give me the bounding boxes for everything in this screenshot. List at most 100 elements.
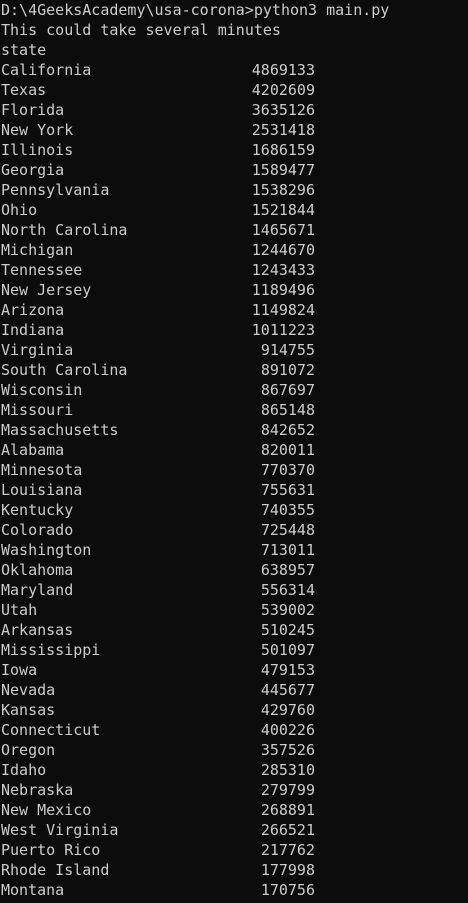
table-row: California 4869133	[0, 60, 468, 80]
case-count: 217762	[260, 841, 315, 859]
state-name: Rhode Island	[1, 861, 110, 879]
table-row: Virginia 914755	[0, 340, 468, 360]
state-name: Mississippi	[1, 641, 101, 659]
table-row: Nevada 445677	[0, 680, 468, 700]
case-count: 479153	[260, 661, 315, 679]
case-count: 914755	[260, 341, 315, 359]
table-row: Washington 713011	[0, 540, 468, 560]
case-count: 740355	[260, 501, 315, 519]
state-name: Minnesota	[1, 461, 83, 479]
state-name: Louisiana	[1, 481, 83, 499]
table-row: West Virginia 266521	[0, 820, 468, 840]
state-name: Kentucky	[1, 501, 74, 519]
case-count: 4869133	[251, 61, 315, 79]
state-name: Alabama	[1, 441, 65, 459]
state-name: Idaho	[1, 761, 47, 779]
state-name: Washington	[1, 541, 92, 559]
table-row: Arkansas 510245	[0, 620, 468, 640]
table-row: Kentucky 740355	[0, 500, 468, 520]
case-count: 725448	[260, 521, 315, 539]
case-count: 400226	[260, 721, 315, 739]
state-name: Missouri	[1, 401, 74, 419]
table-row: Montana 170756	[0, 880, 468, 900]
column-header: state	[1, 41, 47, 59]
table-row: Puerto Rico 217762	[0, 840, 468, 860]
state-name: Colorado	[1, 521, 74, 539]
case-count: 1243433	[251, 261, 315, 279]
table-row: Texas 4202609	[0, 80, 468, 100]
table-row: Tennessee 1243433	[0, 260, 468, 280]
case-count: 867697	[260, 381, 315, 399]
state-name: North Carolina	[1, 221, 128, 239]
case-count: 357526	[260, 741, 315, 759]
table-row: New York 2531418	[0, 120, 468, 140]
case-count: 4202609	[251, 81, 315, 99]
table-row: Indiana 1011223	[0, 320, 468, 340]
table-row: Louisiana 755631	[0, 480, 468, 500]
table-row: Connecticut 400226	[0, 720, 468, 740]
state-name: South Carolina	[1, 361, 128, 379]
table-row: Michigan 1244670	[0, 240, 468, 260]
state-name: Oregon	[1, 741, 56, 759]
state-name: Nebraska	[1, 781, 74, 799]
case-count: 770370	[260, 461, 315, 479]
table-row: Oregon 357526	[0, 740, 468, 760]
case-count: 1011223	[251, 321, 315, 339]
case-count: 2531418	[251, 121, 315, 139]
table-row: South Carolina 891072	[0, 360, 468, 380]
state-name: Illinois	[1, 141, 74, 159]
table-row: Georgia 1589477	[0, 160, 468, 180]
case-count: 820011	[260, 441, 315, 459]
state-name: New Jersey	[1, 281, 92, 299]
table-row: Pennsylvania 1538296	[0, 180, 468, 200]
command-line: D:\4GeeksAcademy\usa-corona>python3 main…	[1, 1, 390, 19]
state-name: Massachusetts	[1, 421, 119, 439]
case-count: 177998	[260, 861, 315, 879]
state-name: California	[1, 61, 92, 79]
state-name: Pennsylvania	[1, 181, 110, 199]
state-name: Indiana	[1, 321, 65, 339]
table-row: Ohio 1521844	[0, 200, 468, 220]
state-name: Utah	[1, 601, 38, 619]
table-row: Arizona 1149824	[0, 300, 468, 320]
case-count: 445677	[260, 681, 315, 699]
table-row: Wisconsin 867697	[0, 380, 468, 400]
status-message: This could take several minutes	[1, 21, 281, 39]
case-count: 891072	[260, 361, 315, 379]
state-name: Puerto Rico	[1, 841, 101, 859]
case-count: 510245	[260, 621, 315, 639]
state-name: Virginia	[1, 341, 74, 359]
table-row: Florida 3635126	[0, 100, 468, 120]
table-row: Alabama 820011	[0, 440, 468, 460]
state-name: Arkansas	[1, 621, 74, 639]
case-count: 865148	[260, 401, 315, 419]
state-name: Florida	[1, 101, 65, 119]
state-name: Nevada	[1, 681, 56, 699]
table-row: New Mexico 268891	[0, 800, 468, 820]
state-name: New Mexico	[1, 801, 92, 819]
table-row: Maryland 556314	[0, 580, 468, 600]
case-count: 539002	[260, 601, 315, 619]
table-row: North Carolina 1465671	[0, 220, 468, 240]
state-name: Texas	[1, 81, 47, 99]
case-count: 1189496	[251, 281, 315, 299]
case-count: 1521844	[251, 201, 315, 219]
state-name: Kansas	[1, 701, 56, 719]
state-name: Ohio	[1, 201, 38, 219]
table-row: Minnesota 770370	[0, 460, 468, 480]
table-row: Illinois 1686159	[0, 140, 468, 160]
case-count: 1244670	[251, 241, 315, 259]
case-count: 842652	[260, 421, 315, 439]
case-count: 266521	[260, 821, 315, 839]
case-count: 3635126	[251, 101, 315, 119]
state-name: Iowa	[1, 661, 38, 679]
state-name: Georgia	[1, 161, 65, 179]
table-row: New Jersey 1189496	[0, 280, 468, 300]
table-row: Mississippi 501097	[0, 640, 468, 660]
case-count: 1538296	[251, 181, 315, 199]
table-row: Colorado 725448	[0, 520, 468, 540]
case-count: 755631	[260, 481, 315, 499]
table-row: Oklahoma 638957	[0, 560, 468, 580]
case-count: 279799	[260, 781, 315, 799]
